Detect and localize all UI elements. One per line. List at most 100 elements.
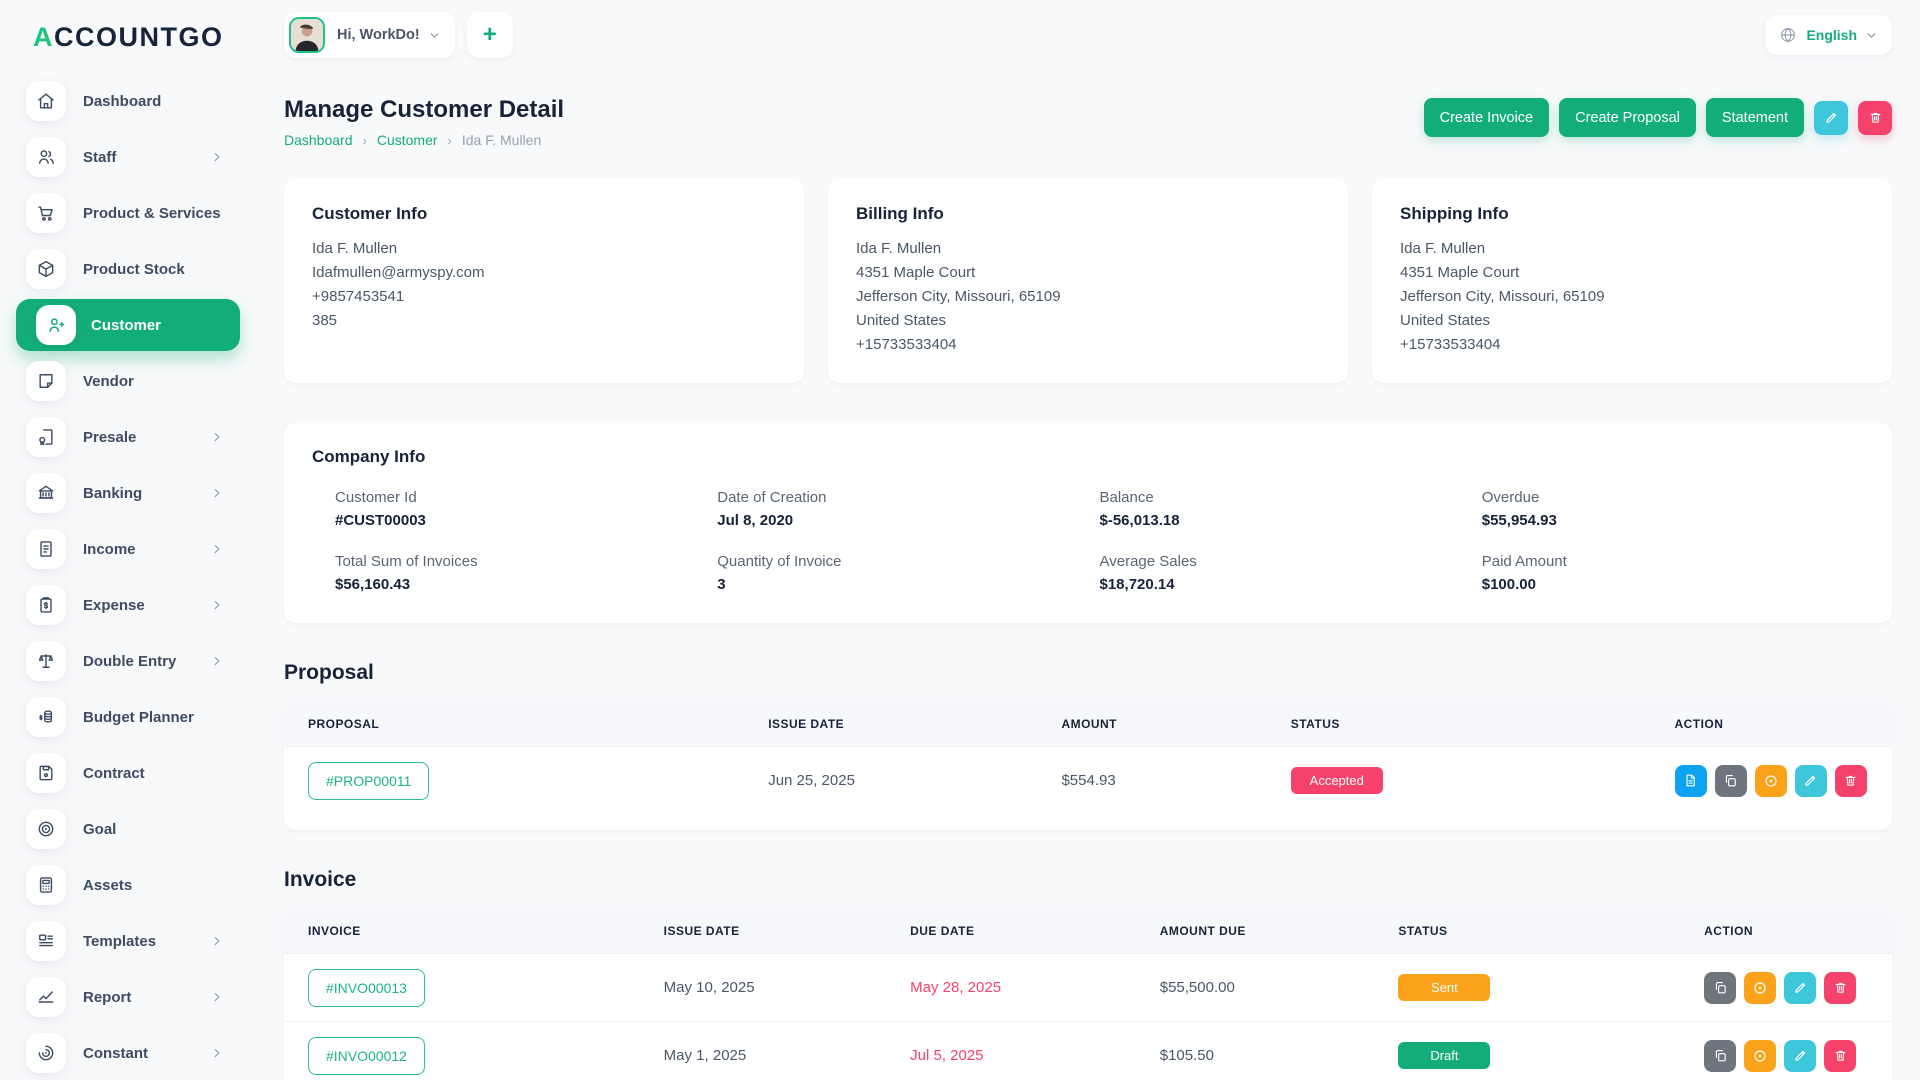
chart-icon (26, 977, 66, 1017)
proposal-table: PROPOSAL ISSUE DATE AMOUNT STATUS ACTION… (284, 701, 1892, 830)
sidebar-item-report[interactable]: Report (0, 969, 250, 1025)
scales-icon (26, 641, 66, 681)
sidebar-item-label: Templates (83, 932, 157, 950)
duplicate-button[interactable] (1714, 764, 1747, 797)
copy-icon (1723, 773, 1738, 788)
sidebar-item-label: Vendor (83, 372, 134, 390)
add-button[interactable]: + (466, 12, 513, 58)
edit-button[interactable] (1794, 764, 1827, 797)
invoice-amount-due: $105.50 (1159, 1047, 1214, 1064)
customer-info-card: Customer Info Ida F. Mullen Idafmullen@a… (284, 178, 804, 383)
sidebar-item-templates[interactable]: Templates (0, 913, 250, 969)
sidebar-item-double-entry[interactable]: Double Entry (0, 633, 250, 689)
pencil-icon (1793, 980, 1808, 995)
breadcrumb-separator: › (362, 132, 367, 148)
language-selector[interactable]: English (1765, 15, 1892, 55)
sidebar-item-label: Customer (91, 316, 162, 334)
sidebar-item-banking[interactable]: Banking (0, 465, 250, 521)
trash-icon (1833, 1048, 1848, 1063)
layout-icon (26, 921, 66, 961)
breadcrumb-current: Ida F. Mullen (461, 132, 542, 148)
sidebar-item-customer[interactable]: Customer (0, 297, 250, 353)
pencil-icon (1803, 773, 1818, 788)
column-amount: AMOUNT (1061, 716, 1117, 731)
sidebar-item-label: Constant (83, 1044, 148, 1062)
delete-customer-button[interactable] (1858, 100, 1892, 135)
delete-button[interactable] (1824, 1039, 1857, 1072)
cart-icon (26, 193, 66, 233)
breadcrumb-dashboard[interactable]: Dashboard (284, 132, 353, 148)
invoice-due-date: Jul 5, 2025 (910, 1047, 984, 1064)
eye-icon (1752, 1048, 1768, 1064)
edit-customer-button[interactable] (1814, 100, 1848, 135)
preview-button[interactable] (1744, 971, 1777, 1004)
proposal-heading: Proposal (284, 661, 374, 684)
duplicate-button[interactable] (1704, 971, 1737, 1004)
field-average-sales: Average Sales $18,720.14 (1099, 553, 1197, 593)
proposal-issue-date: Jun 25, 2025 (768, 772, 855, 789)
preview-button[interactable] (1754, 764, 1787, 797)
invoice-number-button[interactable]: #INVO00012 (308, 1036, 425, 1075)
sidebar-item-label: Expense (83, 596, 145, 614)
edit-button[interactable] (1784, 971, 1817, 1004)
clipboard-dollar-icon (26, 585, 66, 625)
plus-icon: + (482, 21, 497, 48)
home-icon (26, 81, 66, 121)
copy-icon (1713, 1048, 1728, 1063)
cube-icon (26, 249, 66, 289)
field-total-sum-invoices: Total Sum of Invoices $56,160.43 (335, 553, 478, 593)
sidebar-item-product-services[interactable]: Product & Services (0, 185, 250, 241)
sidebar-item-presale[interactable]: Presale (0, 409, 250, 465)
user-menu[interactable]: Hi, WorkDo! (284, 12, 455, 58)
duplicate-button[interactable] (1704, 1039, 1737, 1072)
file-button[interactable] (1674, 764, 1707, 797)
file-text-icon (26, 529, 66, 569)
statement-button[interactable]: Statement (1705, 98, 1804, 137)
invoice-due-date: May 28, 2025 (910, 979, 1002, 996)
breadcrumb-customer[interactable]: Customer (376, 132, 438, 148)
billing-info-card: Billing Info Ida F. Mullen 4351 Maple Co… (828, 178, 1348, 383)
chevron-right-icon (210, 1046, 224, 1060)
sidebar-nav: Dashboard Staff Product & Services Produ… (0, 73, 250, 1080)
page-title: Manage Customer Detail (284, 96, 565, 123)
delete-button[interactable] (1824, 971, 1857, 1004)
delete-button[interactable] (1834, 764, 1867, 797)
shipping-city: Jefferson City, Missouri, 65109 (1400, 288, 1605, 305)
eye-icon (1752, 980, 1768, 996)
create-invoice-button[interactable]: Create Invoice (1423, 98, 1550, 137)
sidebar-item-expense[interactable]: Expense (0, 577, 250, 633)
sidebar-item-income[interactable]: Income (0, 521, 250, 577)
edit-button[interactable] (1784, 1039, 1817, 1072)
copy-icon (1713, 980, 1728, 995)
sidebar-item-dashboard[interactable]: Dashboard (0, 73, 250, 129)
sidebar-item-label: Budget Planner (83, 708, 194, 726)
sidebar-item-assets[interactable]: Assets (0, 857, 250, 913)
sidebar-item-label: Presale (83, 428, 137, 446)
invoice-number-button[interactable]: #INVO00013 (308, 968, 425, 1007)
sidebar-item-contract[interactable]: Contract (0, 745, 250, 801)
breadcrumb-separator: › (447, 132, 452, 148)
avatar (289, 17, 325, 53)
proposal-number-button[interactable]: #PROP00011 (308, 761, 430, 800)
billing-city: Jefferson City, Missouri, 65109 (856, 288, 1061, 305)
invoice-issue-date: May 1, 2025 (663, 1047, 747, 1064)
target-icon (26, 809, 66, 849)
sidebar-item-label: Staff (83, 148, 117, 166)
sidebar-item-label: Product & Services (83, 204, 221, 222)
sidebar-item-constant[interactable]: Constant (0, 1025, 250, 1080)
shipping-street: 4351 Maple Court (1400, 264, 1520, 281)
sidebar-item-vendor[interactable]: Vendor (0, 353, 250, 409)
sidebar-item-budget-planner[interactable]: Budget Planner (0, 689, 250, 745)
sidebar-item-goal[interactable]: Goal (0, 801, 250, 857)
preview-button[interactable] (1744, 1039, 1777, 1072)
eye-icon (1763, 773, 1779, 789)
sidebar-item-product-stock[interactable]: Product Stock (0, 241, 250, 297)
sidebar-item-staff[interactable]: Staff (0, 129, 250, 185)
sidebar-item-label: Income (83, 540, 136, 558)
column-due-date: DUE DATE (910, 923, 975, 938)
sidebar-item-label: Double Entry (83, 652, 177, 670)
page-header: Manage Customer Detail Dashboard › Custo… (284, 96, 1892, 148)
coins-icon (26, 697, 66, 737)
create-proposal-button[interactable]: Create Proposal (1559, 98, 1696, 137)
column-issue-date: ISSUE DATE (663, 923, 740, 938)
